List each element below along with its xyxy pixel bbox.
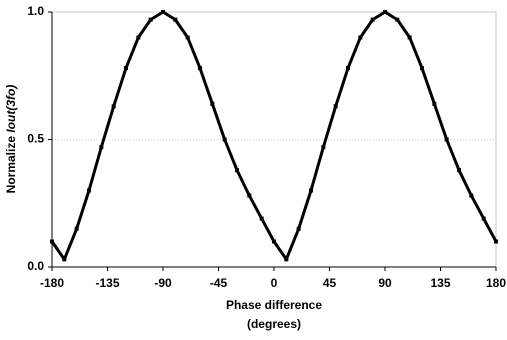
marker bbox=[124, 66, 128, 71]
marker bbox=[407, 35, 412, 40]
marker bbox=[99, 145, 104, 150]
y-tick-label: 0.0 bbox=[27, 259, 44, 273]
y-tick-label: 1.0 bbox=[27, 4, 44, 18]
marker bbox=[111, 104, 116, 109]
x-tick-label: 45 bbox=[323, 276, 337, 290]
x-axis-label: Phase difference bbox=[226, 298, 322, 312]
x-tick-label: -90 bbox=[154, 276, 172, 290]
marker bbox=[370, 17, 375, 22]
marker bbox=[420, 66, 424, 71]
marker bbox=[284, 257, 289, 262]
marker bbox=[395, 17, 400, 22]
marker bbox=[296, 226, 301, 231]
marker bbox=[432, 101, 437, 106]
marker bbox=[148, 17, 153, 22]
marker bbox=[346, 66, 350, 71]
marker bbox=[494, 239, 498, 244]
marker bbox=[247, 193, 252, 198]
x-tick-label: 180 bbox=[486, 276, 506, 290]
y-tick-label: 0.5 bbox=[27, 132, 44, 146]
marker bbox=[87, 188, 91, 193]
x-tick-label: -135 bbox=[95, 276, 119, 290]
y-axis-label: Normalize Iout(3fo) bbox=[4, 85, 18, 194]
marker bbox=[198, 66, 202, 71]
series-line bbox=[50, 10, 498, 261]
marker bbox=[74, 226, 79, 231]
x-tick-label: 135 bbox=[430, 276, 450, 290]
marker bbox=[457, 168, 461, 173]
x-tick-label: 90 bbox=[378, 276, 392, 290]
marker bbox=[62, 257, 67, 262]
x-tick-label: 0 bbox=[271, 276, 278, 290]
marker bbox=[161, 10, 165, 14]
y-axis-label-italic: Iout(3fo) bbox=[4, 85, 18, 133]
marker bbox=[444, 137, 449, 142]
marker bbox=[185, 35, 190, 40]
marker bbox=[173, 17, 178, 22]
marker bbox=[358, 35, 363, 40]
marker bbox=[469, 193, 474, 198]
marker bbox=[321, 145, 326, 150]
marker bbox=[136, 35, 141, 40]
y-axis-label-text: Normalize bbox=[4, 133, 18, 194]
marker bbox=[210, 101, 215, 106]
marker bbox=[235, 168, 239, 173]
x-axis-label: (degrees) bbox=[247, 317, 301, 331]
marker bbox=[272, 239, 276, 244]
x-tick-label: -180 bbox=[40, 276, 64, 290]
marker bbox=[222, 137, 227, 142]
marker bbox=[333, 104, 338, 109]
marker bbox=[383, 10, 387, 14]
marker bbox=[481, 216, 486, 221]
marker bbox=[309, 188, 313, 193]
marker bbox=[259, 216, 264, 221]
marker bbox=[50, 239, 54, 244]
x-tick-label: -45 bbox=[210, 276, 228, 290]
